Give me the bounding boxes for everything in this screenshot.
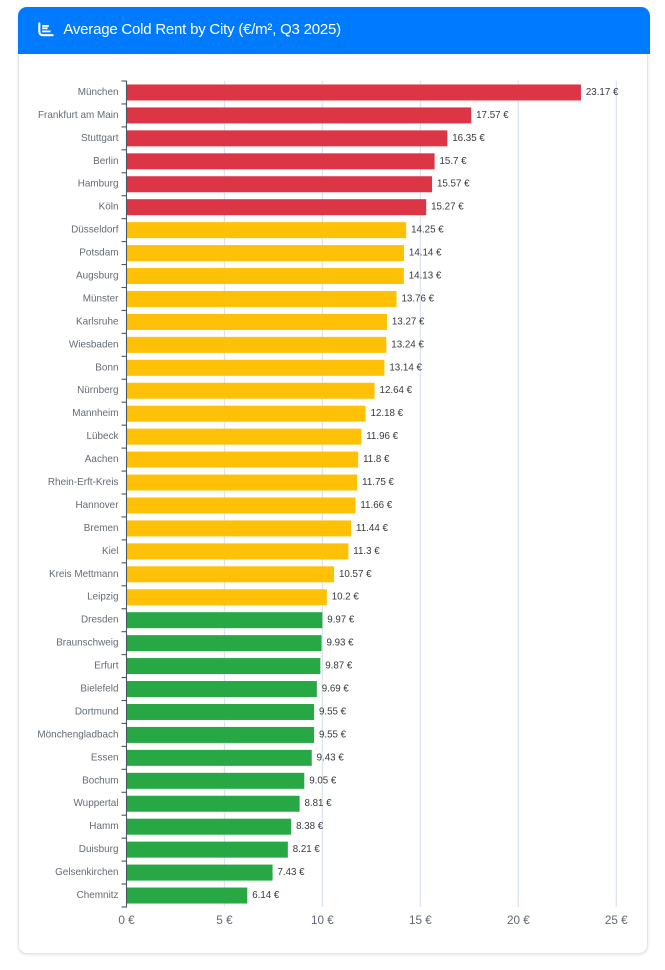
- svg-text:Aachen: Aachen: [85, 453, 119, 465]
- svg-text:Leipzig: Leipzig: [87, 591, 119, 603]
- svg-text:Bielefeld: Bielefeld: [80, 682, 118, 694]
- svg-text:13.76 €: 13.76 €: [401, 292, 434, 304]
- svg-text:16.35 €: 16.35 €: [452, 132, 485, 144]
- svg-text:Dresden: Dresden: [81, 614, 119, 626]
- svg-text:9.05 €: 9.05 €: [309, 774, 336, 786]
- svg-text:Potsdam: Potsdam: [79, 247, 118, 259]
- svg-text:Augsburg: Augsburg: [76, 269, 119, 281]
- svg-text:Kiel: Kiel: [102, 545, 119, 557]
- svg-text:20 €: 20 €: [507, 913, 530, 927]
- svg-text:14.14 €: 14.14 €: [409, 247, 442, 259]
- svg-text:23.17 €: 23.17 €: [586, 86, 619, 98]
- svg-text:15 €: 15 €: [409, 913, 432, 927]
- svg-text:Düsseldorf: Düsseldorf: [71, 224, 118, 236]
- svg-text:9.55 €: 9.55 €: [319, 728, 346, 740]
- svg-text:13.14 €: 13.14 €: [389, 361, 422, 373]
- svg-text:11.66 €: 11.66 €: [360, 499, 392, 511]
- svg-text:9.87 €: 9.87 €: [325, 660, 352, 672]
- svg-text:15.27 €: 15.27 €: [431, 201, 464, 213]
- svg-text:13.24 €: 13.24 €: [391, 338, 424, 350]
- svg-text:15.7 €: 15.7 €: [439, 155, 466, 167]
- svg-text:Hamburg: Hamburg: [78, 178, 119, 190]
- svg-text:10.2 €: 10.2 €: [332, 591, 359, 603]
- svg-text:Köln: Köln: [99, 201, 119, 213]
- svg-text:0 €: 0 €: [118, 913, 135, 927]
- svg-text:8.21 €: 8.21 €: [293, 843, 320, 855]
- svg-text:München: München: [78, 86, 119, 98]
- svg-text:11.8 €: 11.8 €: [363, 453, 390, 465]
- svg-text:Dortmund: Dortmund: [75, 705, 119, 717]
- svg-text:11.44 €: 11.44 €: [356, 522, 388, 534]
- svg-text:12.18 €: 12.18 €: [371, 407, 404, 419]
- svg-text:12.64 €: 12.64 €: [380, 384, 413, 396]
- svg-text:Mönchengladbach: Mönchengladbach: [37, 728, 118, 740]
- svg-text:Bochum: Bochum: [82, 774, 119, 786]
- svg-text:5 €: 5 €: [216, 913, 233, 927]
- svg-text:9.69 €: 9.69 €: [322, 682, 349, 694]
- svg-text:9.43 €: 9.43 €: [317, 751, 344, 763]
- svg-text:11.3 €: 11.3 €: [353, 545, 380, 557]
- svg-text:Mannheim: Mannheim: [72, 407, 119, 419]
- svg-text:9.97 €: 9.97 €: [327, 614, 354, 626]
- svg-text:Nürnberg: Nürnberg: [77, 384, 119, 396]
- svg-text:Berlin: Berlin: [93, 155, 119, 167]
- svg-text:Gelsenkirchen: Gelsenkirchen: [55, 866, 119, 878]
- svg-text:11.96 €: 11.96 €: [366, 430, 398, 442]
- svg-text:6.14 €: 6.14 €: [252, 889, 279, 901]
- svg-text:Kreis Mettmann: Kreis Mettmann: [49, 568, 119, 580]
- svg-text:Braunschweig: Braunschweig: [56, 637, 118, 649]
- svg-text:8.81 €: 8.81 €: [305, 797, 332, 809]
- svg-text:Lübeck: Lübeck: [87, 430, 120, 442]
- svg-text:Chemnitz: Chemnitz: [77, 889, 119, 901]
- svg-text:Frankfurt am Main: Frankfurt am Main: [38, 109, 119, 121]
- svg-text:Wuppertal: Wuppertal: [74, 797, 119, 809]
- svg-text:17.57 €: 17.57 €: [476, 109, 509, 121]
- svg-text:Essen: Essen: [91, 751, 119, 763]
- svg-text:Duisburg: Duisburg: [79, 843, 119, 855]
- svg-text:Bremen: Bremen: [84, 522, 119, 534]
- svg-text:9.93 €: 9.93 €: [326, 637, 353, 649]
- svg-text:Hamm: Hamm: [89, 820, 118, 832]
- svg-text:Karlsruhe: Karlsruhe: [76, 315, 119, 327]
- svg-text:9.55 €: 9.55 €: [319, 705, 346, 717]
- svg-text:7.43 €: 7.43 €: [277, 866, 304, 878]
- svg-text:Erfurt: Erfurt: [94, 660, 118, 672]
- svg-text:15.57 €: 15.57 €: [437, 178, 470, 190]
- svg-text:8.38 €: 8.38 €: [296, 820, 323, 832]
- svg-text:14.13 €: 14.13 €: [409, 269, 442, 281]
- svg-text:Rhein-Erft-Kreis: Rhein-Erft-Kreis: [48, 476, 119, 488]
- svg-text:10.57 €: 10.57 €: [339, 568, 372, 580]
- svg-text:13.27 €: 13.27 €: [392, 315, 425, 327]
- svg-text:Stuttgart: Stuttgart: [81, 132, 119, 144]
- svg-text:10 €: 10 €: [311, 913, 334, 927]
- svg-text:25 €: 25 €: [605, 913, 628, 927]
- svg-text:Hannover: Hannover: [76, 499, 119, 511]
- svg-text:14.25 €: 14.25 €: [411, 224, 444, 236]
- svg-text:Münster: Münster: [83, 292, 119, 304]
- svg-text:11.75 €: 11.75 €: [362, 476, 394, 488]
- svg-text:Bonn: Bonn: [95, 361, 118, 373]
- svg-text:Wiesbaden: Wiesbaden: [69, 338, 119, 350]
